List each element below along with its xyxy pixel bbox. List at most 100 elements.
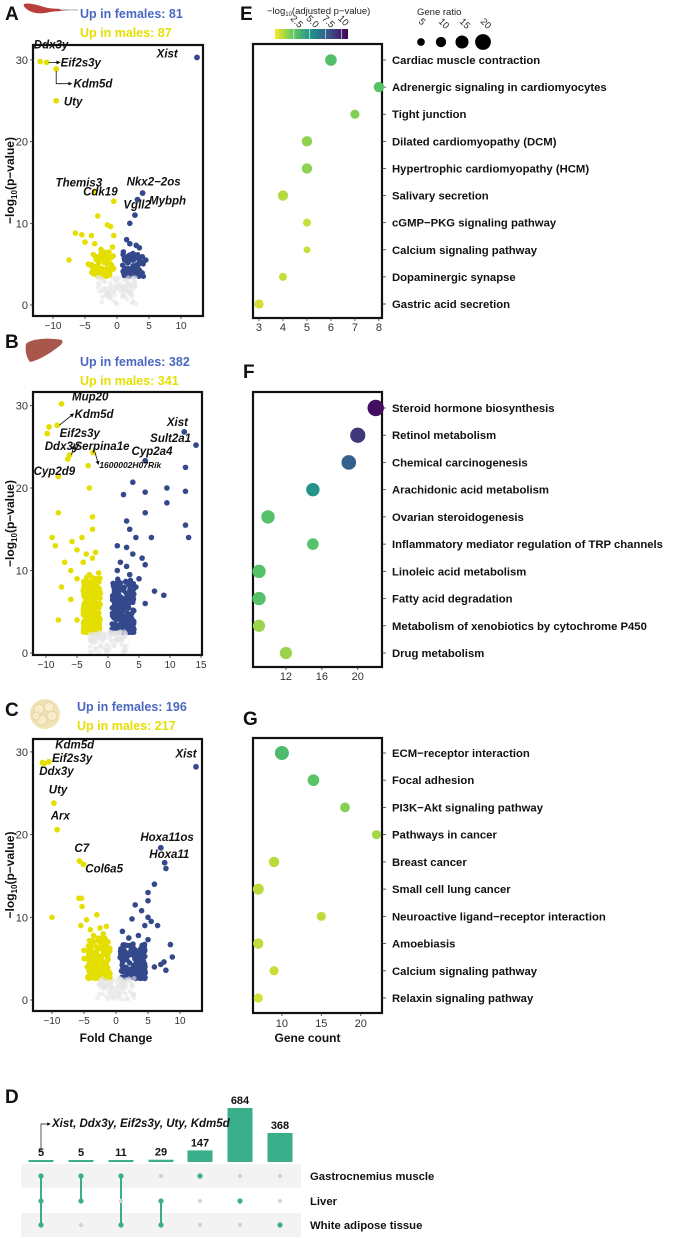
gene-label: Xist <box>175 749 198 761</box>
panel-label-f: F <box>243 362 255 383</box>
point-male <box>95 570 102 576</box>
point-ns <box>122 644 127 650</box>
term-dot <box>307 774 320 787</box>
point-female <box>145 897 151 904</box>
term-label: Dilated cardiomyopathy (DCM) <box>392 136 557 148</box>
point-male-labeled <box>53 65 60 72</box>
x-tick-label: 10 <box>174 1016 186 1027</box>
point-male <box>89 939 95 945</box>
term-label: Pathways in cancer <box>392 830 497 842</box>
y-axis-title-rest: (p−value) <box>3 137 17 190</box>
point-male <box>97 575 103 581</box>
point-male <box>90 251 97 258</box>
point-male <box>74 617 80 623</box>
size-legend-dot <box>435 36 447 48</box>
set-dot-on <box>38 1173 44 1179</box>
point-male <box>101 257 107 263</box>
term-dot <box>350 109 360 119</box>
point-female <box>125 253 132 259</box>
point-ns <box>132 279 138 285</box>
point-female <box>130 479 136 486</box>
point-female <box>126 935 132 941</box>
point-male <box>100 935 106 941</box>
point-male <box>95 213 101 219</box>
point-ns <box>117 636 123 642</box>
point-male <box>68 596 74 603</box>
point-female <box>122 579 129 585</box>
point-female <box>118 968 125 974</box>
gene-label: Ddx3y <box>45 441 80 453</box>
point-female-labeled <box>194 54 200 61</box>
legend-up-males: Up in males: 87 <box>80 26 172 40</box>
point-ns <box>120 284 126 290</box>
point-female <box>126 592 133 598</box>
point-male <box>93 621 99 628</box>
point-male <box>88 602 94 608</box>
point-female <box>142 600 148 607</box>
gene-label-arrow <box>70 445 75 456</box>
set-dot-on <box>38 1222 44 1228</box>
point-female <box>117 601 124 607</box>
x-tick-label: 10 <box>164 660 176 671</box>
intersection-bar <box>108 1160 134 1162</box>
x-tick-label: −5 <box>79 321 91 332</box>
legend-up-females: Up in females: 382 <box>80 355 190 369</box>
point-male-labeled <box>53 97 60 104</box>
point-female <box>132 902 138 908</box>
point-female <box>116 591 122 598</box>
upset-plot: 5 5 11 29 147 684 368 Gastrocnemius muscle Liver… <box>21 1095 434 1237</box>
point-ns <box>98 978 104 984</box>
y-axis-title-sub: 10 <box>10 533 19 542</box>
point-male <box>83 916 90 923</box>
term-label: Retinol metabolism <box>392 430 496 442</box>
point-male <box>99 942 105 949</box>
point-ns <box>101 633 106 639</box>
term-label: Adrenergic signaling in cardiomyocytes <box>392 82 607 94</box>
gene-label: Mup20 <box>72 392 109 404</box>
legend-up-males: Up in males: 341 <box>80 374 179 388</box>
term-label: Small cell lung cancer <box>392 884 511 896</box>
point-female <box>138 907 145 914</box>
point-female <box>117 559 124 566</box>
point-female <box>122 623 128 629</box>
term-dot <box>341 455 357 470</box>
point-female <box>151 964 158 970</box>
point-male <box>109 244 116 250</box>
x-tick-label: 5 <box>146 321 152 332</box>
gene-label: Mybph <box>149 196 186 208</box>
point-ns <box>126 289 132 295</box>
term-dot <box>254 299 264 309</box>
point-female <box>134 253 141 259</box>
point-ns <box>129 294 135 300</box>
set-dot-on <box>118 1173 124 1179</box>
shared-genes-annotation: Xist, Ddx3y, Eif2s3y, Uty, Kdm5d <box>51 1118 231 1130</box>
term-label: Gastric acid secretion <box>392 299 510 311</box>
point-female <box>142 953 148 960</box>
point-male <box>55 617 62 623</box>
y-axis-title-sub: 10 <box>10 190 19 199</box>
point-male <box>100 966 106 972</box>
point-ns <box>120 988 126 994</box>
gene-label: Arx <box>50 811 71 823</box>
point-male <box>93 975 100 981</box>
set-dot-on <box>38 1198 44 1204</box>
x-tick-label: 0 <box>113 1016 119 1027</box>
point-male-labeled <box>51 800 57 807</box>
point-ns <box>123 632 129 638</box>
y-tick-label: 0 <box>22 995 28 1007</box>
point-male <box>86 571 93 578</box>
point-male <box>89 526 96 533</box>
point-female <box>113 615 120 621</box>
set-dot-on <box>78 1173 84 1179</box>
point-male <box>68 567 74 574</box>
set-dot-off <box>158 1173 164 1179</box>
set-dot-off <box>237 1222 243 1228</box>
point-ns <box>128 284 134 289</box>
point-male <box>78 922 84 929</box>
point-female <box>148 534 155 541</box>
point-ns <box>99 299 105 305</box>
point-female <box>131 591 137 597</box>
y-tick-label: 10 <box>16 912 28 924</box>
point-male <box>104 251 111 258</box>
point-ns <box>95 995 100 1001</box>
